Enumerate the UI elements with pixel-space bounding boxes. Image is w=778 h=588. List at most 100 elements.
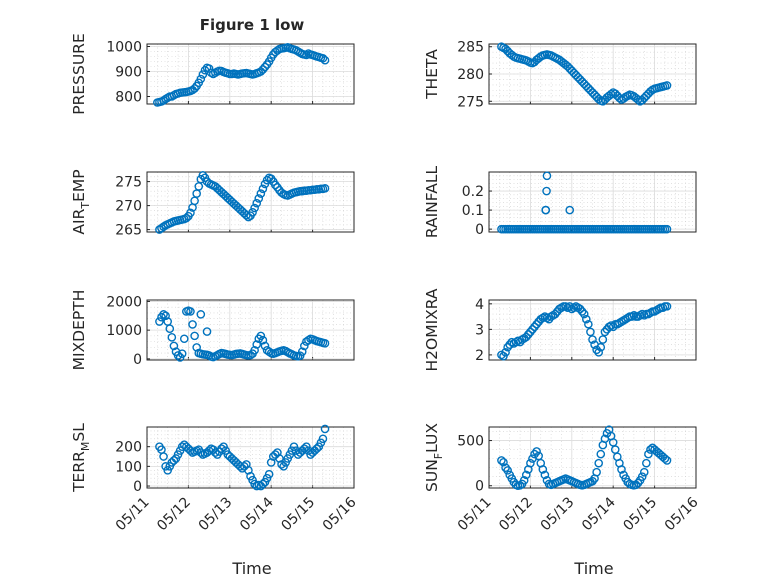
subplot-terr-msl: 0 100 200 TERRMSL 05/11 05/12 05/13 05/14 05/15 0… bbox=[70, 423, 360, 534]
data-point bbox=[256, 189, 266, 198]
y-tick-label: 1000 bbox=[106, 40, 142, 56]
y-tick-label: 100 bbox=[115, 459, 142, 475]
data-point bbox=[662, 81, 672, 90]
data-point bbox=[312, 444, 322, 453]
data-point bbox=[644, 449, 653, 459]
plot-border bbox=[488, 426, 697, 489]
data-point bbox=[565, 205, 575, 215]
data-point bbox=[530, 322, 539, 332]
x-tick-label: 05/12 bbox=[154, 494, 194, 534]
plot-border bbox=[488, 299, 697, 361]
y-axis-label-part: LUX bbox=[423, 423, 441, 453]
data-point bbox=[159, 452, 168, 461]
y-axis-label: MIXDEPTH bbox=[70, 290, 88, 371]
data-point bbox=[300, 341, 309, 351]
x-tick-label: 05/14 bbox=[237, 494, 277, 534]
data-point bbox=[258, 184, 268, 194]
data-point bbox=[277, 460, 286, 469]
data-point bbox=[637, 472, 647, 482]
data-point bbox=[244, 212, 253, 222]
data-point bbox=[538, 465, 548, 474]
series-air-temp bbox=[155, 171, 330, 234]
y-tick-label: 500 bbox=[457, 434, 484, 450]
data-point bbox=[519, 476, 529, 485]
y-axis-label: SUNFLUX bbox=[423, 423, 445, 492]
data-point bbox=[202, 327, 212, 336]
x-tick-label: 05/14 bbox=[579, 494, 619, 534]
data-point bbox=[515, 480, 525, 490]
subplot-air-temp: 265 270 275 AIRTEMP bbox=[70, 169, 355, 239]
data-point bbox=[596, 449, 606, 459]
data-point bbox=[615, 93, 624, 103]
data-point bbox=[532, 319, 541, 329]
y-tick-label: 0 bbox=[133, 352, 142, 368]
data-point bbox=[264, 347, 274, 356]
data-point bbox=[586, 327, 595, 337]
data-point bbox=[190, 331, 199, 341]
y-tick-label: 4 bbox=[475, 297, 484, 313]
data-point bbox=[521, 332, 531, 342]
data-point bbox=[575, 304, 585, 314]
data-point bbox=[256, 331, 266, 341]
series-mixdepth bbox=[155, 306, 330, 362]
x-tick-label: 05/15 bbox=[278, 494, 318, 534]
data-point bbox=[250, 345, 259, 355]
y-axis-label: RAINFALL bbox=[423, 165, 441, 238]
data-point bbox=[182, 213, 191, 223]
data-point bbox=[217, 444, 226, 453]
data-point bbox=[497, 456, 506, 465]
x-tick-label: 05/16 bbox=[320, 494, 360, 534]
data-point bbox=[526, 327, 535, 337]
x-tick-label: 05/12 bbox=[496, 494, 536, 534]
data-point bbox=[577, 307, 587, 316]
series-h2omixra bbox=[497, 302, 672, 361]
data-point bbox=[271, 180, 280, 190]
data-point bbox=[584, 319, 593, 329]
data-point bbox=[169, 456, 179, 465]
subplot-mixdepth: 0 1000 2000 MIXDEPTH bbox=[70, 290, 355, 371]
x-tick-label: 05/11 bbox=[455, 494, 495, 534]
data-point bbox=[260, 62, 270, 72]
x-axis-label-left: Time bbox=[231, 559, 271, 578]
data-point bbox=[642, 458, 651, 468]
data-point bbox=[264, 469, 274, 479]
data-point bbox=[295, 351, 305, 360]
y-axis-label-part: TERR bbox=[70, 451, 88, 493]
data-point bbox=[177, 349, 187, 358]
x-axis-label-right: Time bbox=[573, 559, 613, 578]
data-point bbox=[320, 424, 330, 434]
x-tick-label: 05/13 bbox=[538, 494, 578, 534]
data-point bbox=[262, 175, 272, 185]
x-tick-label: 05/15 bbox=[620, 494, 660, 534]
y-tick-label: 0 bbox=[133, 479, 142, 495]
series-theta bbox=[497, 42, 672, 106]
data-point bbox=[320, 55, 330, 65]
plot-border bbox=[146, 299, 355, 361]
data-point bbox=[588, 335, 597, 344]
data-point bbox=[254, 194, 264, 203]
data-point bbox=[258, 479, 268, 489]
data-point bbox=[165, 324, 175, 334]
y-tick-label: 275 bbox=[457, 94, 484, 110]
data-point bbox=[639, 467, 649, 477]
series-terr-msl bbox=[155, 424, 330, 491]
figure-title: Figure 1 low bbox=[200, 16, 305, 34]
y-tick-label: 2000 bbox=[106, 294, 142, 310]
y-axis-label: THETA bbox=[423, 49, 441, 100]
y-tick-label: 0.2 bbox=[462, 184, 484, 200]
data-point bbox=[541, 205, 551, 215]
data-point bbox=[521, 470, 531, 480]
data-point bbox=[248, 208, 257, 217]
data-point bbox=[528, 325, 537, 334]
data-point bbox=[167, 333, 177, 342]
subplot-pressure: 800 900 1000 PRESSURE bbox=[70, 33, 355, 115]
data-point bbox=[169, 341, 179, 351]
x-tick-label: 05/16 bbox=[662, 494, 702, 534]
data-point bbox=[186, 307, 195, 316]
data-point bbox=[550, 309, 560, 319]
plot-border bbox=[146, 171, 355, 233]
y-tick-label: 900 bbox=[115, 65, 142, 81]
data-point bbox=[204, 64, 214, 73]
